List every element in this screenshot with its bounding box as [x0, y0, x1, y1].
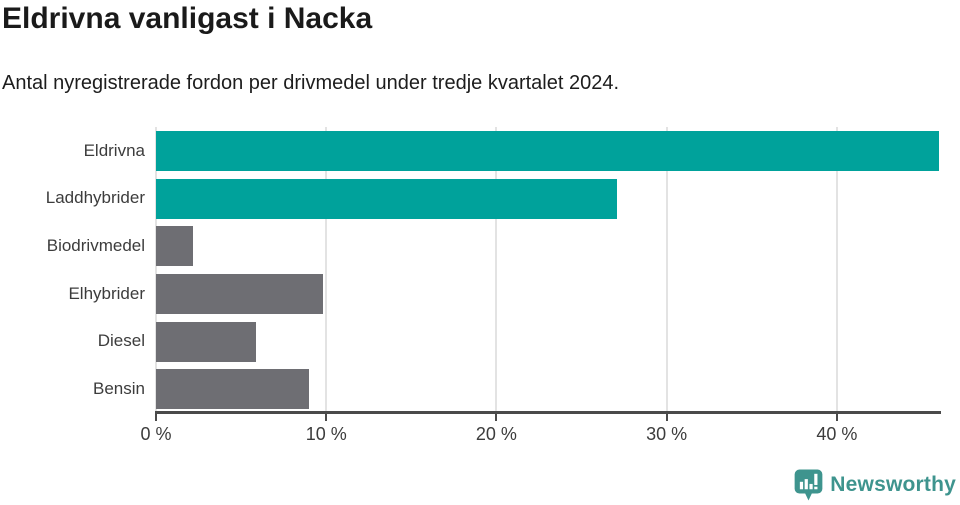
- axis-tick: [155, 414, 157, 421]
- x-tick-label: 30 %: [646, 424, 688, 444]
- bar-chart-plot-area: [155, 127, 939, 413]
- axis-tick: [835, 414, 838, 421]
- x-tick-label: 0 %: [140, 424, 172, 444]
- category-label: Laddhybrider: [45, 188, 145, 208]
- grid-line: [495, 127, 498, 413]
- x-tick-label: 10 %: [305, 424, 347, 444]
- newsworthy-logo[interactable]: Newsworthy: [794, 469, 956, 501]
- bar-eldrivna: [156, 130, 939, 171]
- bar-biodrivmedel: [156, 226, 194, 267]
- chart-title: Eldrivna vanligast i Nacka: [2, 2, 373, 35]
- category-label: Bensin: [93, 379, 145, 399]
- grid-line: [155, 127, 157, 413]
- category-label: Diesel: [97, 331, 145, 351]
- axis-tick: [665, 414, 668, 421]
- bar-laddhybrider: [156, 178, 618, 219]
- bar-diesel: [156, 321, 257, 362]
- newsworthy-wordmark: Newsworthy: [830, 473, 956, 496]
- category-label: Elhybrider: [68, 283, 145, 303]
- grid-line: [665, 127, 668, 413]
- grid-line: [835, 127, 838, 413]
- x-tick-label: 20 %: [475, 424, 517, 444]
- bar-bensin: [156, 369, 310, 410]
- x-axis-line: [155, 411, 941, 414]
- x-tick-label: 40 %: [816, 424, 858, 444]
- chart-subtitle: Antal nyregistrerade fordon per drivmede…: [2, 72, 620, 94]
- bar-elhybrider: [156, 273, 323, 314]
- category-label: Eldrivna: [83, 140, 145, 160]
- y-axis-category-labels: Eldrivna Laddhybrider Biodrivmedel Elhybrid…: [0, 127, 145, 413]
- axis-tick: [495, 414, 498, 421]
- grid-line: [325, 127, 328, 413]
- category-label: Biodrivmedel: [46, 236, 145, 256]
- axis-tick: [325, 414, 328, 421]
- newsworthy-chart-bubble-icon: [794, 469, 823, 501]
